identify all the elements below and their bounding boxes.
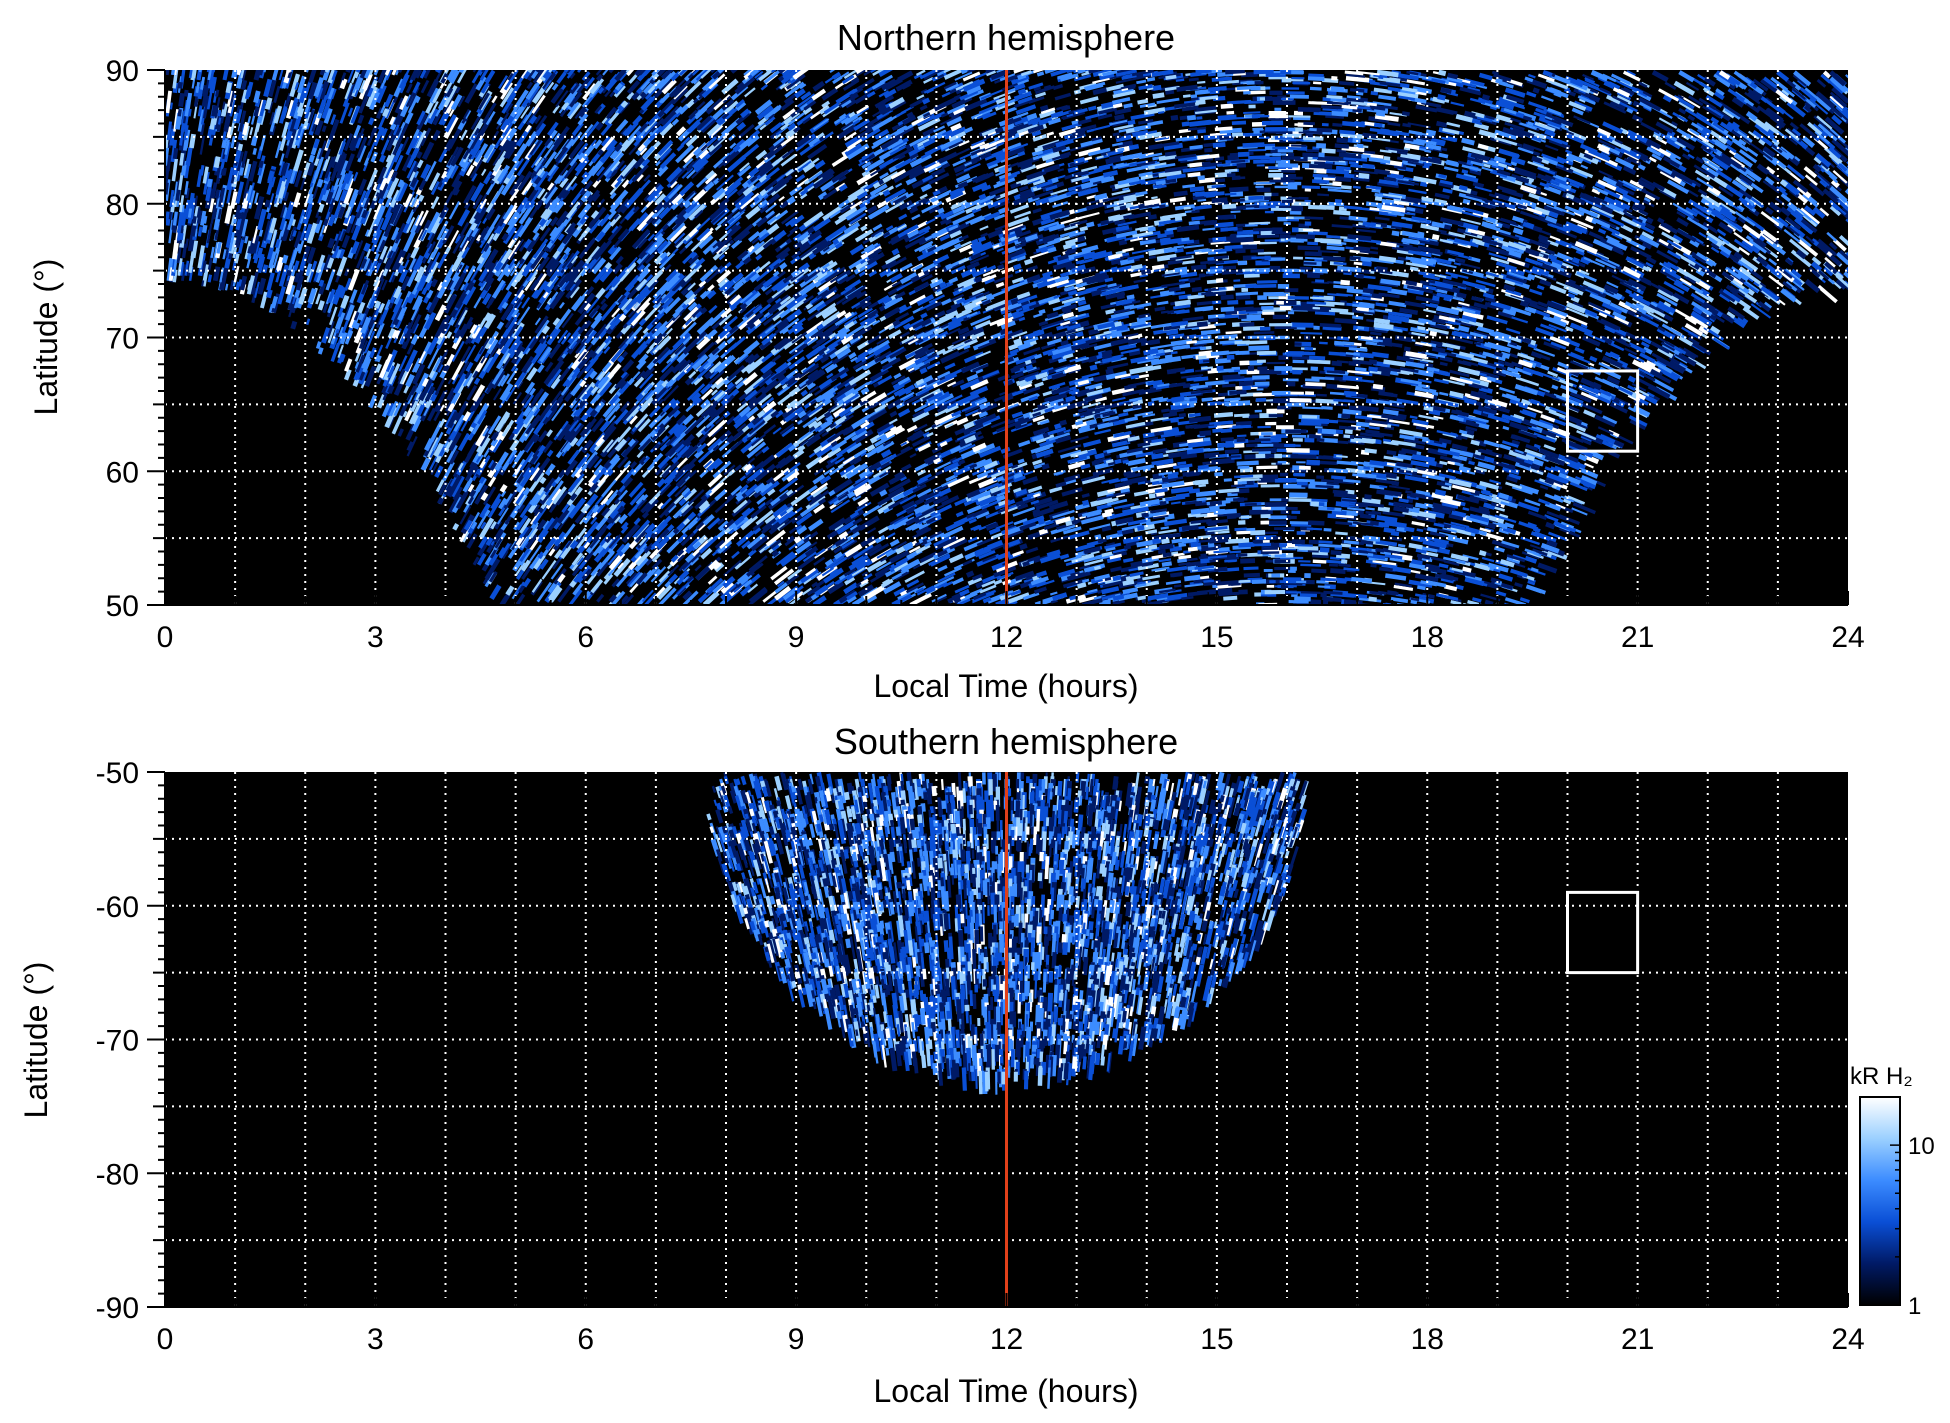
south-axes: 0 3 6 9 12 15 18 21 24 -90 -80 -70 -60 -50: [96, 757, 1865, 1356]
colorbar-label: kR H₂: [1850, 1063, 1913, 1090]
x-tick-label: 18: [1411, 1323, 1444, 1356]
x-tick-label: 21: [1621, 1323, 1654, 1356]
y-tick-label: 70: [106, 323, 139, 356]
x-tick-label: 9: [788, 621, 805, 654]
y-tick-label: -60: [96, 891, 139, 924]
x-tick-label: 3: [367, 1323, 384, 1356]
y-tick-label: 80: [106, 189, 139, 222]
colorbar-ticks: 1 10: [1890, 1096, 1935, 1320]
x-tick-label: 6: [577, 621, 594, 654]
south-y-axis-label: Latitude (°): [18, 962, 54, 1119]
x-tick-label: 21: [1621, 621, 1654, 654]
x-tick-label: 24: [1831, 1323, 1864, 1356]
x-tick-label: 9: [788, 1323, 805, 1356]
x-tick-label: 12: [990, 621, 1023, 654]
x-tick-label: 15: [1200, 1323, 1233, 1356]
y-tick-label: -90: [96, 1292, 139, 1325]
y-tick-label: 50: [106, 590, 139, 623]
y-tick-label: -50: [96, 757, 139, 790]
x-tick-label: 0: [157, 621, 174, 654]
colorbar: kR H₂ 1 10: [1850, 1063, 1935, 1320]
north-emission: [165, 70, 1848, 605]
x-tick-label: 24: [1831, 621, 1864, 654]
x-tick-label: 12: [990, 1323, 1023, 1356]
colorbar-tick-label: 10: [1908, 1133, 1935, 1160]
north-y-axis-label: Latitude (°): [28, 259, 64, 416]
y-tick-label: 90: [106, 55, 139, 88]
south-title: Southern hemisphere: [834, 721, 1178, 762]
x-tick-label: 3: [367, 621, 384, 654]
y-tick-label: -70: [96, 1025, 139, 1058]
colorbar-bar: [1859, 1096, 1901, 1306]
north-x-axis-label: Local Time (hours): [874, 668, 1139, 704]
colorbar-tick-label: 1: [1908, 1293, 1921, 1320]
south-emission: [706, 772, 1309, 1095]
x-tick-label: 0: [157, 1323, 174, 1356]
south-highlight-box: [1566, 890, 1640, 975]
north-panel: Northern hemisphere 0 3 6 9 12 15 18 21 24 50 60 70…: [28, 17, 1865, 704]
y-tick-label: -80: [96, 1158, 139, 1191]
south-x-axis-label: Local Time (hours): [874, 1373, 1139, 1409]
y-tick-label: 60: [106, 456, 139, 489]
north-title: Northern hemisphere: [837, 17, 1175, 58]
north-axes: 0 3 6 9 12 15 18 21 24 50 60 70 80 90: [106, 55, 1865, 654]
north-highlight-box: [1566, 369, 1640, 453]
south-panel: Southern hemisphere 0 3 6 9 12 15 18 21 24 -90 -80…: [18, 721, 1865, 1409]
x-tick-label: 18: [1411, 621, 1444, 654]
x-tick-label: 6: [577, 1323, 594, 1356]
x-tick-label: 15: [1200, 621, 1233, 654]
